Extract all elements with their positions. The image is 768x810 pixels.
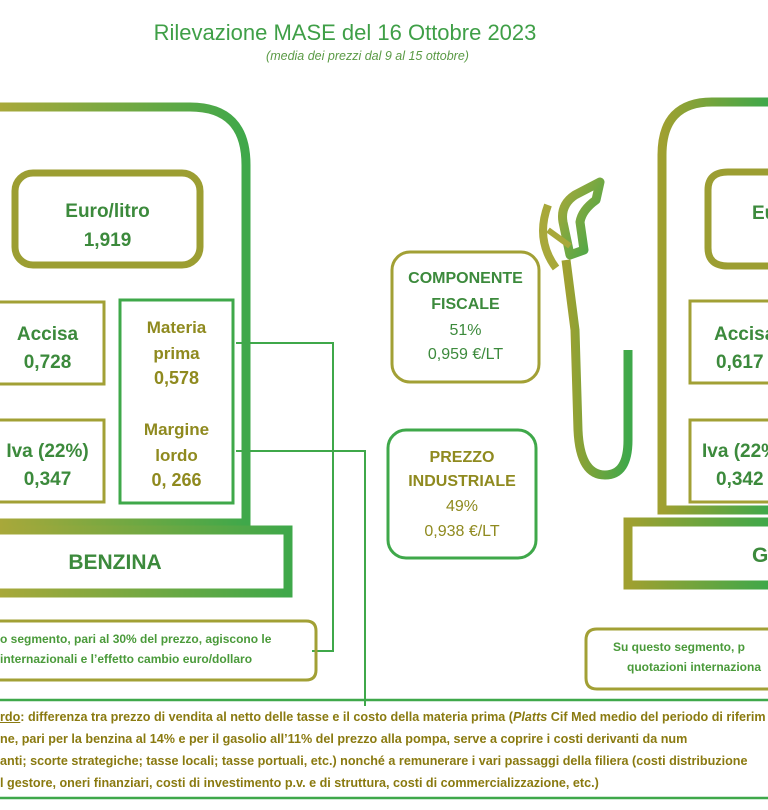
gasolio-pump-outline (657, 97, 768, 515)
benzina-accisa-label: Accisa (16, 324, 79, 345)
benzina-price-label: Euro/litro (65, 201, 150, 222)
industriale-label-1: PREZZO (429, 449, 495, 466)
industriale-label-2: INDUSTRIALE (408, 473, 516, 490)
gasolio-pump-base (623, 517, 768, 590)
fiscale-box (390, 250, 541, 384)
benzina-price-box (11, 169, 204, 269)
hose-line (561, 259, 633, 480)
fiscale-label-1: COMPONENTE (408, 270, 523, 287)
nozzle-tip (546, 227, 572, 249)
benzina-note-box (0, 619, 318, 682)
gasolio-iva-value: 0,342 (716, 469, 764, 490)
connector-materia (236, 342, 334, 652)
benzina-materia-label-1: Materia (146, 318, 207, 337)
fiscale-percent: 51% (449, 322, 482, 339)
gasolio-accisa-value: 0,617 (716, 352, 764, 373)
benzina-price-value: 1,919 (83, 230, 132, 251)
benzina-margine-value: 0, 266 (151, 470, 202, 490)
footer-line-2: ne, pari per la benzina al 14% e per il … (0, 732, 688, 746)
gasolio-note-box (584, 627, 768, 691)
connector-margine (236, 450, 366, 706)
page-title: Rilevazione MASE del 16 Ottobre 2023 (153, 20, 537, 45)
gasolio-note-line2: quotazioni internaziona (627, 660, 761, 674)
footer-text: rdo: differenza tra prezzo di vendita al… (0, 706, 768, 794)
benzina-note-line1: o segmento, pari al 30% del prezzo, agis… (0, 632, 272, 646)
industriale-box (386, 428, 538, 560)
hose-upper (539, 203, 560, 271)
gasolio-accisa-box (688, 299, 768, 385)
gasolio-iva-box (688, 418, 768, 504)
footer-line-3: anti; scorte strategiche; tasse locali; … (0, 754, 748, 768)
benzina-margine-label-2: lordo (155, 446, 198, 465)
gasolio-price-box (704, 168, 768, 270)
benzina-materia-label-2: prima (153, 344, 200, 363)
gasolio-price-label: Eu (752, 203, 768, 224)
benzina-note-line2: internazionali e l’effetto cambio euro/d… (0, 652, 253, 666)
footer-term: rdo (0, 710, 21, 724)
gasolio-iva-label: Iva (22% (702, 441, 768, 462)
benzina-industrial-box (118, 298, 235, 505)
benzina-iva-label: Iva (22%) (6, 441, 89, 462)
industriale-percent: 49% (445, 498, 479, 515)
industriale-value: 0,938 €/LT (424, 523, 500, 540)
fiscale-label-2: FISCALE (431, 296, 500, 313)
gasolio-accisa-label: Accisa (714, 324, 768, 345)
footer-platts: Platts (513, 710, 548, 724)
benzina-accisa-box (0, 300, 106, 386)
footer-line-1: rdo: differenza tra prezzo di vendita al… (0, 710, 766, 724)
benzina-pump-base (0, 525, 293, 598)
footer-box (0, 698, 768, 800)
benzina-iva-value: 0,347 (23, 469, 72, 490)
benzina-accisa-value: 0,728 (23, 352, 72, 373)
benzina-name: BENZINA (68, 551, 162, 574)
gasolio-note-line1: Su questo segmento, p (613, 640, 746, 654)
page-subtitle: (media dei prezzi dal 9 al 15 ottobre) (266, 49, 469, 63)
fiscale-value: 0,959 €/LT (427, 346, 504, 363)
footer-line-4: l gestore, oneri finanziari, costi di in… (0, 776, 599, 790)
benzina-pump-outline (0, 102, 251, 528)
benzina-margine-label-1: Margine (143, 420, 210, 439)
benzina-materia-value: 0,578 (153, 368, 200, 388)
nozzle-icon (558, 177, 605, 260)
gasolio-name: G (752, 544, 768, 567)
benzina-iva-box (0, 418, 106, 504)
